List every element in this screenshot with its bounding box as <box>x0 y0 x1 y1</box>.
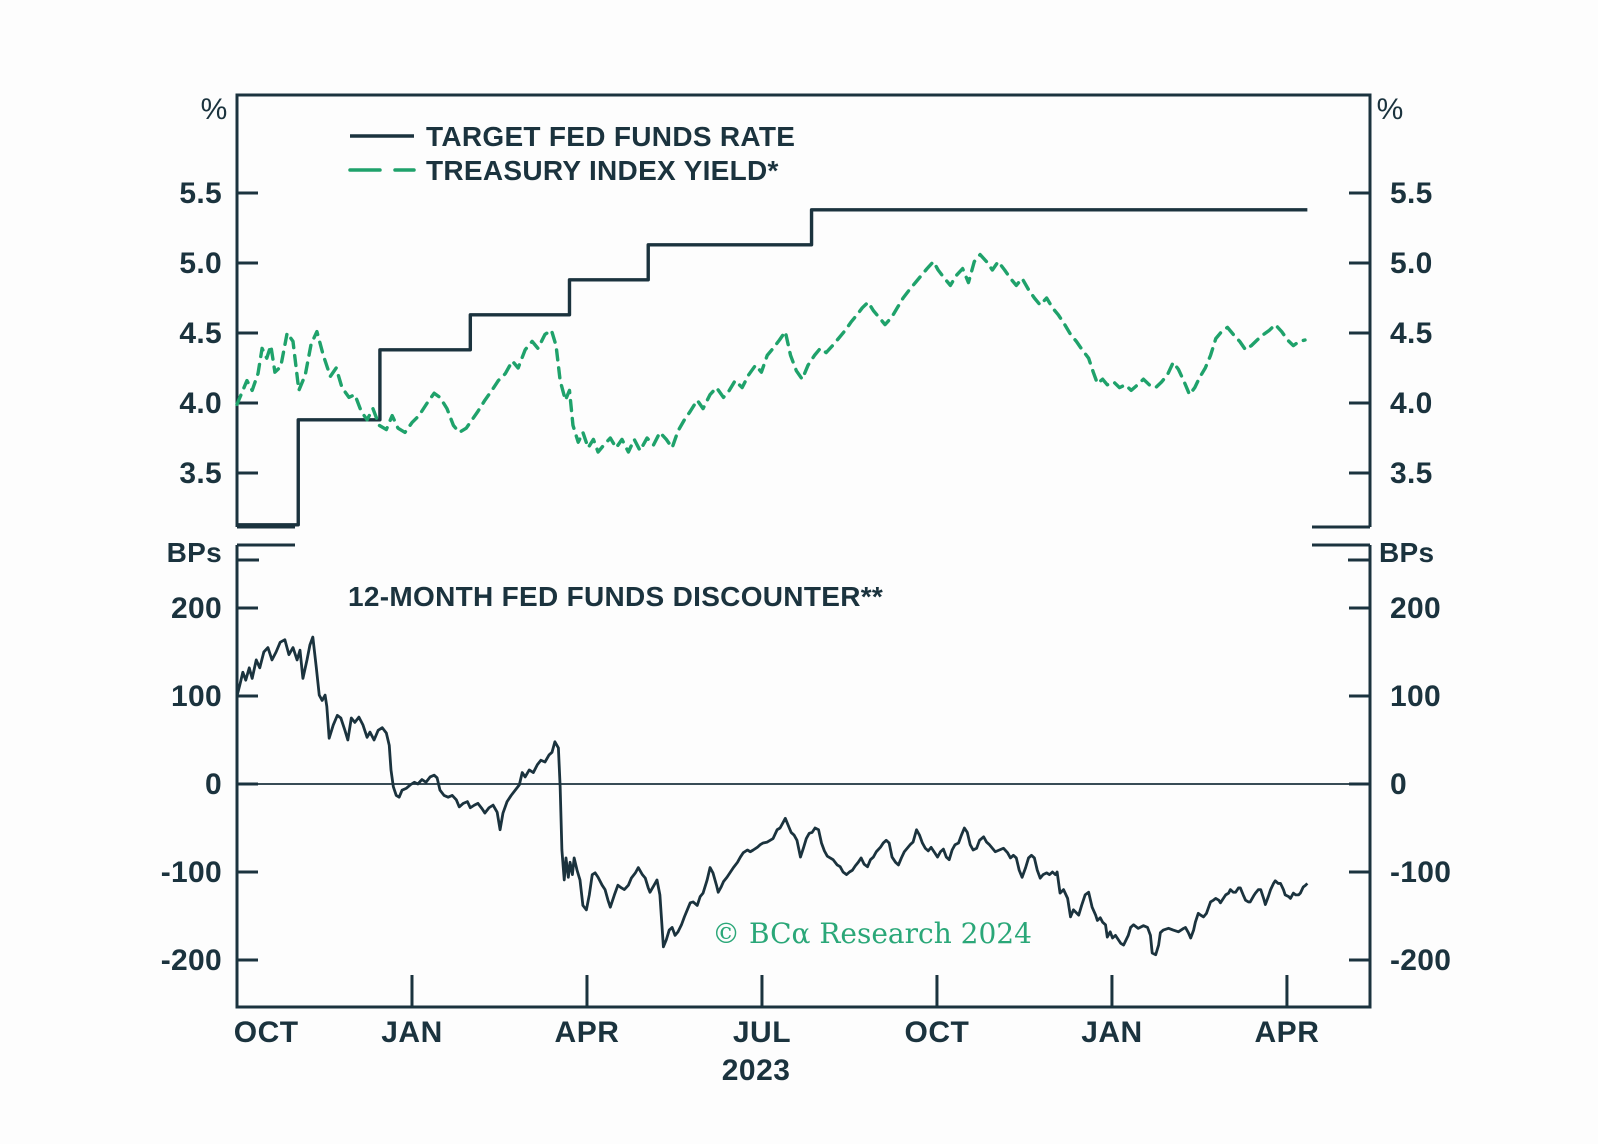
x-axis-month-label: APR <box>1255 1016 1320 1049</box>
top-y-tick-label-left: 5.0 <box>179 247 222 280</box>
top-y-tick-label-left: 3.5 <box>179 457 222 490</box>
panel-frame <box>235 93 1372 1009</box>
x-axis-year-label: 2023 <box>722 1054 791 1087</box>
bottom-y-tick-label-left: -200 <box>161 944 222 977</box>
top-y-tick-label-right: 4.0 <box>1390 387 1433 420</box>
bottom-y-tick-label-right: 100 <box>1390 680 1441 713</box>
tick-labels-group: 5.5 5.5 5.0 5.0 4.5 4.5 4.0 4.0 3.5 3.5 200 200 100 1… <box>161 177 1451 1087</box>
axes-group <box>235 93 1372 1009</box>
legend: TARGET FED FUNDS RATE TREASURY INDEX YIE… <box>348 121 795 186</box>
bottom-panel-unit-left: BPs <box>167 537 222 568</box>
bottom-panel-title: 12-MONTH FED FUNDS DISCOUNTER** <box>348 581 883 612</box>
x-axis-month-label: JAN <box>381 1016 443 1049</box>
top-y-tick-label-right: 3.5 <box>1390 457 1433 490</box>
treasury-index-yield-line <box>235 252 1307 454</box>
x-axis-month-label: OCT <box>905 1016 970 1049</box>
legend-label-treasury-index-yield: TREASURY INDEX YIELD* <box>426 155 779 186</box>
top-y-tick-label-left: 5.5 <box>179 177 222 210</box>
copyright-notice: © BCα Research 2024 <box>712 917 1032 950</box>
x-axis-month-label: JAN <box>1081 1016 1143 1049</box>
bottom-y-tick-label-left: 0 <box>205 768 222 801</box>
top-y-tick-label-left: 4.5 <box>179 317 222 350</box>
top-y-tick-label-right: 5.0 <box>1390 247 1433 280</box>
bottom-y-tick-label-left: -100 <box>161 856 222 889</box>
target-fed-funds-rate-line <box>237 208 1308 527</box>
top-y-tick-label-right: 4.5 <box>1390 317 1433 350</box>
top-y-tick-label-left: 4.0 <box>179 387 222 420</box>
x-axis-month-label: JUL <box>733 1016 791 1049</box>
bottom-y-tick-label-left: 100 <box>171 680 222 713</box>
bottom-y-tick-label-left: 200 <box>171 592 222 625</box>
top-panel-unit-left: % <box>201 93 228 126</box>
bottom-y-tick-label-right: -100 <box>1390 856 1451 889</box>
x-axis-month-label: OCT <box>234 1016 299 1049</box>
bottom-y-tick-label-right: 200 <box>1390 592 1441 625</box>
top-y-tick-label-right: 5.5 <box>1390 177 1433 210</box>
legend-label-target-fed-funds-rate: TARGET FED FUNDS RATE <box>426 121 795 152</box>
top-panel-unit-right: % <box>1377 93 1404 126</box>
bottom-y-tick-label-right: -200 <box>1390 944 1451 977</box>
fed-funds-discounter-line <box>235 635 1309 957</box>
bottom-panel-unit-right: BPs <box>1379 537 1434 568</box>
bottom-y-tick-label-right: 0 <box>1390 768 1407 801</box>
series-group <box>235 208 1309 957</box>
x-axis-month-label: APR <box>555 1016 620 1049</box>
